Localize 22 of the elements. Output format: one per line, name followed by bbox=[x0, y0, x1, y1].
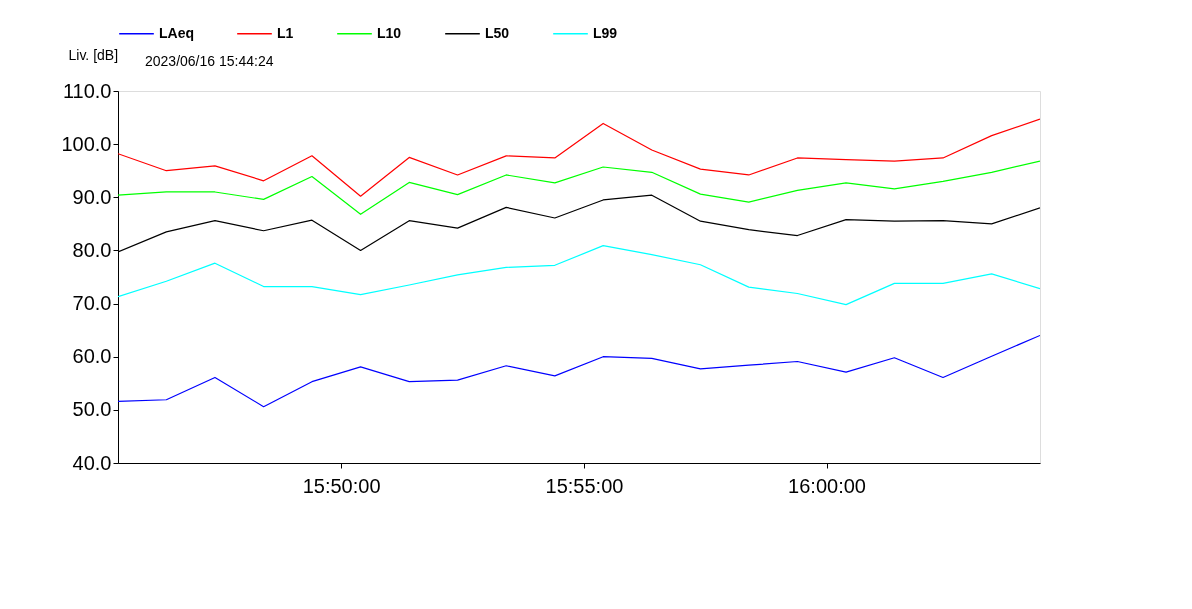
y-tick-label: 90.0 bbox=[72, 185, 112, 208]
y-tick-label: 110.0 bbox=[62, 79, 112, 102]
y-tick-label: 70.0 bbox=[72, 292, 112, 315]
x-tick-label: 16:00:00 bbox=[788, 474, 866, 497]
line-series bbox=[118, 118, 1040, 197]
x-tick-label: 15:50:00 bbox=[302, 474, 381, 497]
y-tick-label: 100.0 bbox=[61, 132, 112, 155]
y-tick-label: 60.0 bbox=[72, 345, 112, 368]
line-series bbox=[118, 160, 1040, 215]
line-series bbox=[118, 334, 1040, 408]
legend-label: LAeq bbox=[159, 24, 194, 41]
y-tick-label: 40.0 bbox=[72, 451, 112, 474]
x-tick-label: 15:55:00 bbox=[545, 474, 624, 497]
legend-label: L10 bbox=[377, 24, 402, 41]
chart-title: 2023/06/16 15:44:24 bbox=[145, 53, 274, 69]
legend-label: L1 bbox=[277, 24, 294, 41]
y-axis-title: Liv. [dB] bbox=[68, 46, 119, 63]
y-tick-label: 80.0 bbox=[72, 238, 112, 261]
legend-label: L50 bbox=[485, 24, 510, 41]
line-series bbox=[118, 245, 1040, 306]
legend-label: L99 bbox=[593, 24, 618, 41]
y-tick-label: 50.0 bbox=[72, 398, 112, 421]
